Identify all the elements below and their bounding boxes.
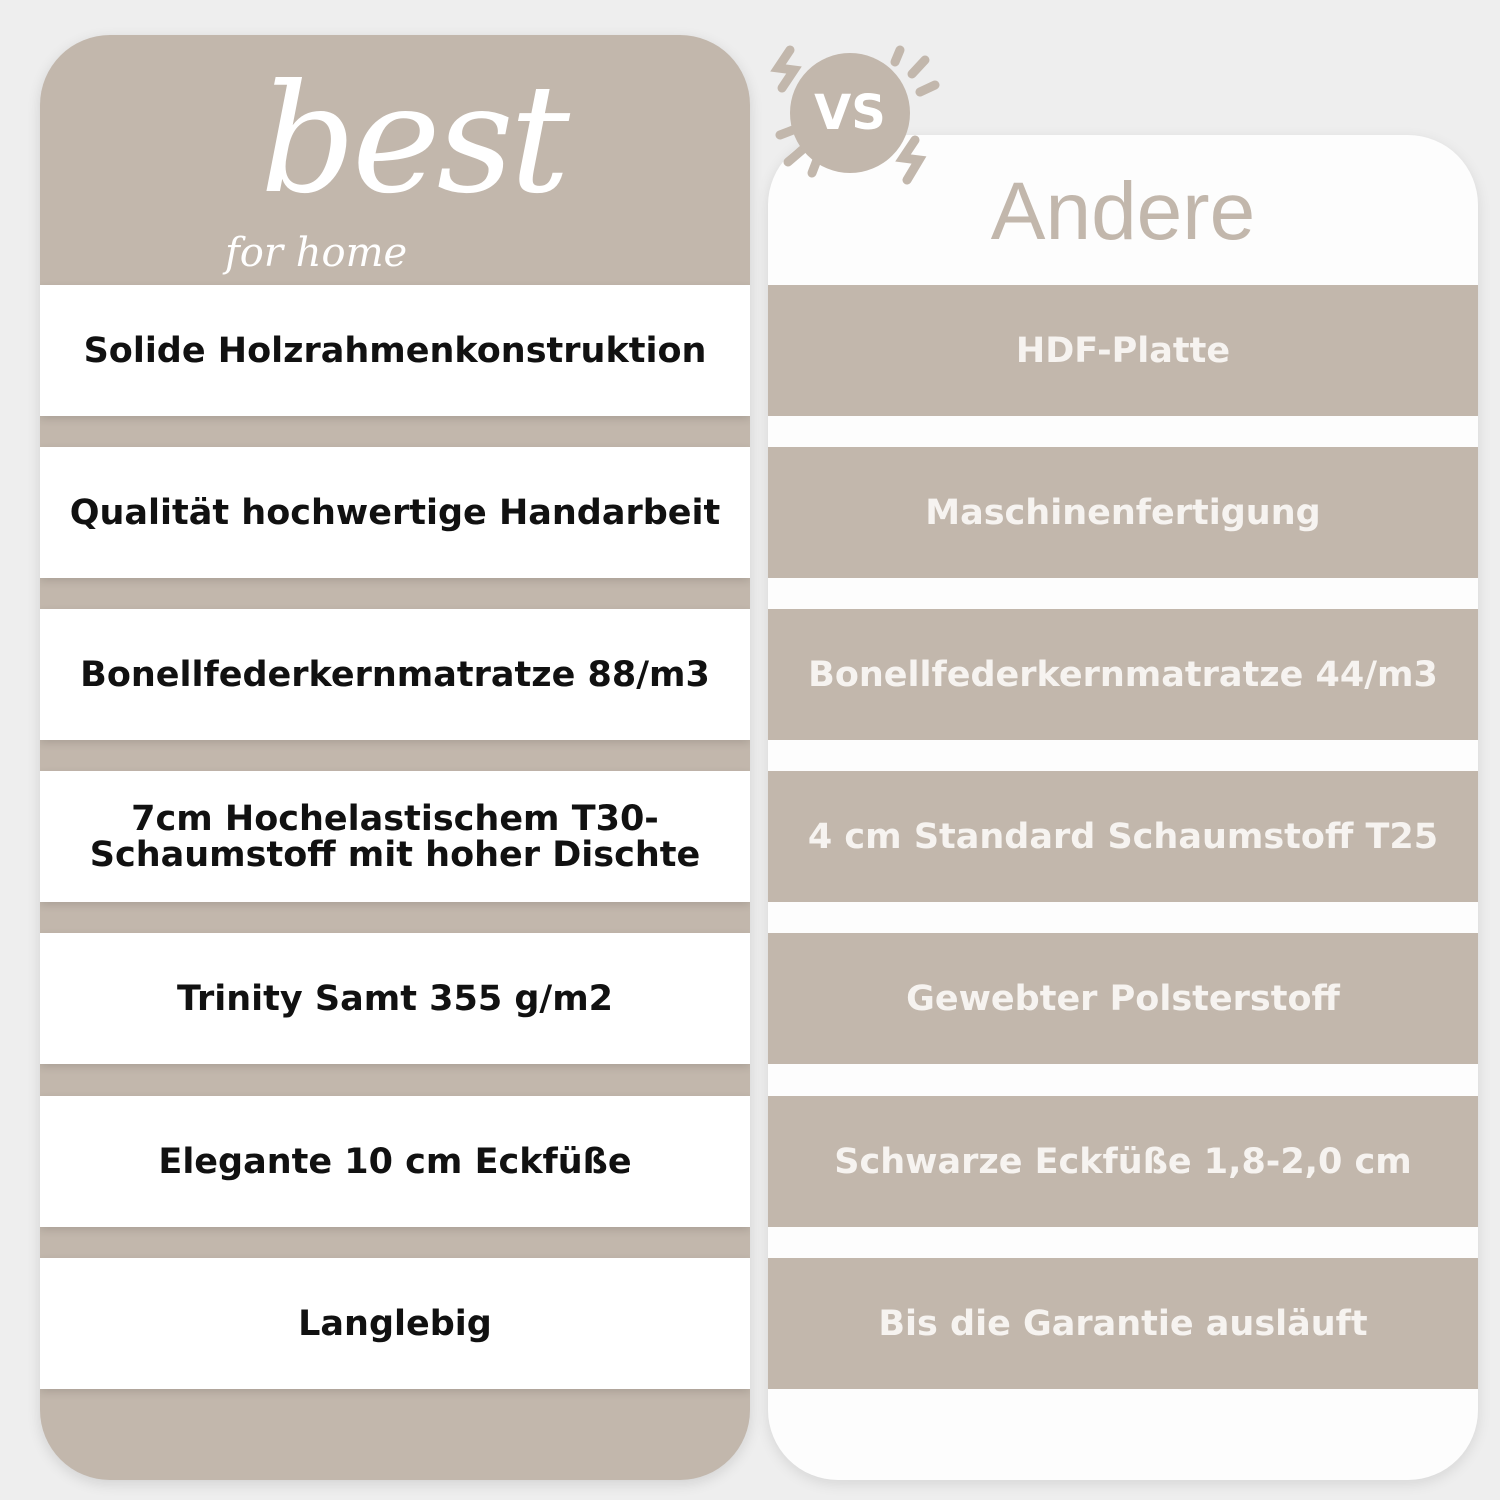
- best-row: Elegante 10 cm Eckfüße: [40, 1096, 750, 1227]
- other-row: Bonellfederkernmatratze 44/m3: [768, 609, 1478, 740]
- best-for-home-column: best for home Solide Holzrahmenkonstrukt…: [40, 35, 750, 1480]
- other-row: HDF-Platte: [768, 285, 1478, 416]
- other-row: 4 cm Standard Schaumstoff T25: [768, 771, 1478, 902]
- vs-badge: VS: [790, 53, 910, 173]
- other-row: Bis die Garantie ausläuft: [768, 1258, 1478, 1389]
- logo-main-text: best: [260, 53, 570, 227]
- competitor-column: Andere HDF-Platte Maschinenfertigung Bon…: [768, 135, 1478, 1480]
- best-row: Trinity Samt 355 g/m2: [40, 933, 750, 1064]
- competitor-title: Andere: [990, 166, 1256, 257]
- best-row: Solide Holzrahmenkonstruktion: [40, 285, 750, 416]
- other-row: Gewebter Polsterstoff: [768, 933, 1478, 1064]
- best-for-home-logo: best for home: [220, 55, 580, 295]
- best-row: Qualität hochwertige Handarbeit: [40, 447, 750, 578]
- logo-sub-text: for home: [225, 230, 408, 276]
- best-row: Bonellfederkernmatratze 88/m3: [40, 609, 750, 740]
- best-row: Langlebig: [40, 1258, 750, 1389]
- best-row: 7cm Hochelastischem T30- Schaumstoff mit…: [40, 771, 750, 902]
- other-row: Maschinenfertigung: [768, 447, 1478, 578]
- other-row: Schwarze Eckfüße 1,8-2,0 cm: [768, 1096, 1478, 1227]
